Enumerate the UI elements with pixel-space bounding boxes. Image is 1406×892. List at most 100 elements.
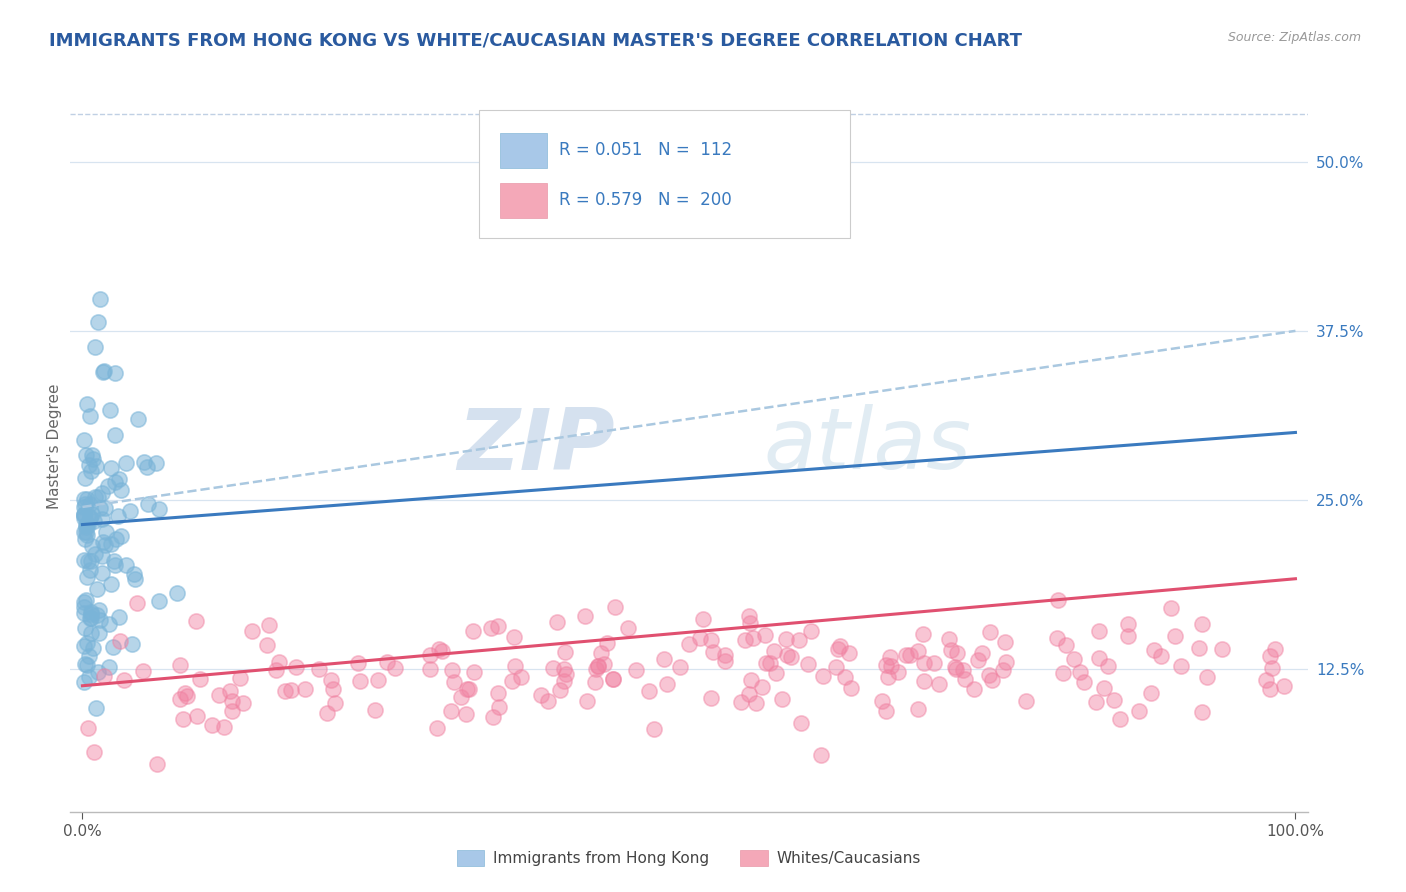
Point [124, 567, 146, 582]
Point [1102, 692, 1125, 706]
Point [127, 412, 149, 426]
Point [463, 665, 485, 679]
Bar [499, 133, 547, 168]
Point [574, 609, 596, 624]
Point [367, 673, 389, 687]
Point [75, 520, 97, 534]
Point [945, 662, 967, 676]
Text: Source: ZipAtlas.com: Source: ZipAtlas.com [1227, 31, 1361, 45]
Point [1258, 648, 1281, 663]
Point [1087, 651, 1109, 665]
Point [83, 745, 105, 759]
Text: R = 0.051   N =  112: R = 0.051 N = 112 [560, 142, 733, 160]
Point [76, 636, 98, 650]
Point [995, 655, 1018, 669]
Point [488, 700, 510, 714]
Point [741, 631, 763, 645]
Point [73, 595, 96, 609]
Point [775, 632, 797, 647]
Point [870, 694, 893, 708]
Point [82, 452, 104, 467]
Point [257, 618, 280, 632]
Point [1191, 617, 1213, 632]
Point [103, 553, 125, 567]
Point [993, 664, 1015, 678]
Point [911, 627, 934, 641]
Point [689, 632, 711, 646]
Point [981, 673, 1004, 687]
Point [115, 457, 138, 471]
Point [548, 682, 571, 697]
Point [91, 365, 114, 379]
Point [922, 656, 945, 670]
Point [751, 680, 773, 694]
Point [811, 668, 834, 682]
Point [86, 607, 108, 622]
Point [789, 633, 811, 648]
Point [530, 688, 553, 702]
Text: IMMIGRANTS FROM HONG KONG VS WHITE/CAUCASIAN MASTER'S DEGREE CORRELATION CHART: IMMIGRANTS FROM HONG KONG VS WHITE/CAUCA… [49, 31, 1022, 49]
Point [347, 656, 370, 670]
Point [72, 510, 94, 524]
Point [79, 510, 101, 524]
Point [790, 716, 813, 731]
Point [103, 640, 125, 654]
Point [880, 659, 903, 673]
Point [87, 491, 110, 505]
Point [108, 472, 131, 486]
Point [108, 634, 131, 648]
Point [77, 670, 100, 684]
Point [91, 549, 114, 563]
Point [644, 722, 666, 736]
Point [586, 659, 609, 673]
Point [652, 652, 675, 666]
Point [941, 643, 963, 657]
Point [770, 692, 793, 706]
Point [744, 697, 766, 711]
Point [166, 586, 188, 600]
Point [107, 509, 129, 524]
Point [1143, 643, 1166, 657]
Point [588, 659, 610, 673]
Point [79, 563, 101, 577]
Point [830, 639, 852, 653]
Point [384, 661, 406, 675]
Point [955, 672, 977, 686]
Point [1094, 681, 1116, 695]
Point [136, 460, 159, 475]
Point [219, 684, 242, 698]
Point [82, 641, 104, 656]
Point [481, 710, 503, 724]
Point [349, 674, 371, 689]
Point [875, 657, 897, 672]
Point [876, 670, 898, 684]
Point [72, 524, 94, 539]
Point [486, 619, 509, 633]
Point [208, 688, 231, 702]
Point [316, 706, 339, 721]
Point [132, 455, 155, 469]
Point [505, 658, 527, 673]
Point [602, 673, 624, 687]
Point [977, 668, 1000, 682]
Point [145, 456, 167, 470]
Point [87, 315, 110, 329]
Point [879, 650, 901, 665]
Point [432, 644, 454, 658]
Point [174, 686, 197, 700]
Point [176, 689, 198, 703]
Point [73, 606, 96, 620]
Point [738, 686, 761, 700]
Point [553, 663, 575, 677]
Point [73, 500, 96, 514]
Point [104, 475, 127, 489]
Point [1160, 601, 1182, 615]
Point [184, 614, 207, 628]
Point [440, 704, 463, 718]
Point [100, 461, 122, 475]
Point [212, 720, 235, 734]
Point [308, 662, 330, 676]
Point [605, 600, 627, 615]
Point [221, 705, 243, 719]
Point [1211, 641, 1233, 656]
